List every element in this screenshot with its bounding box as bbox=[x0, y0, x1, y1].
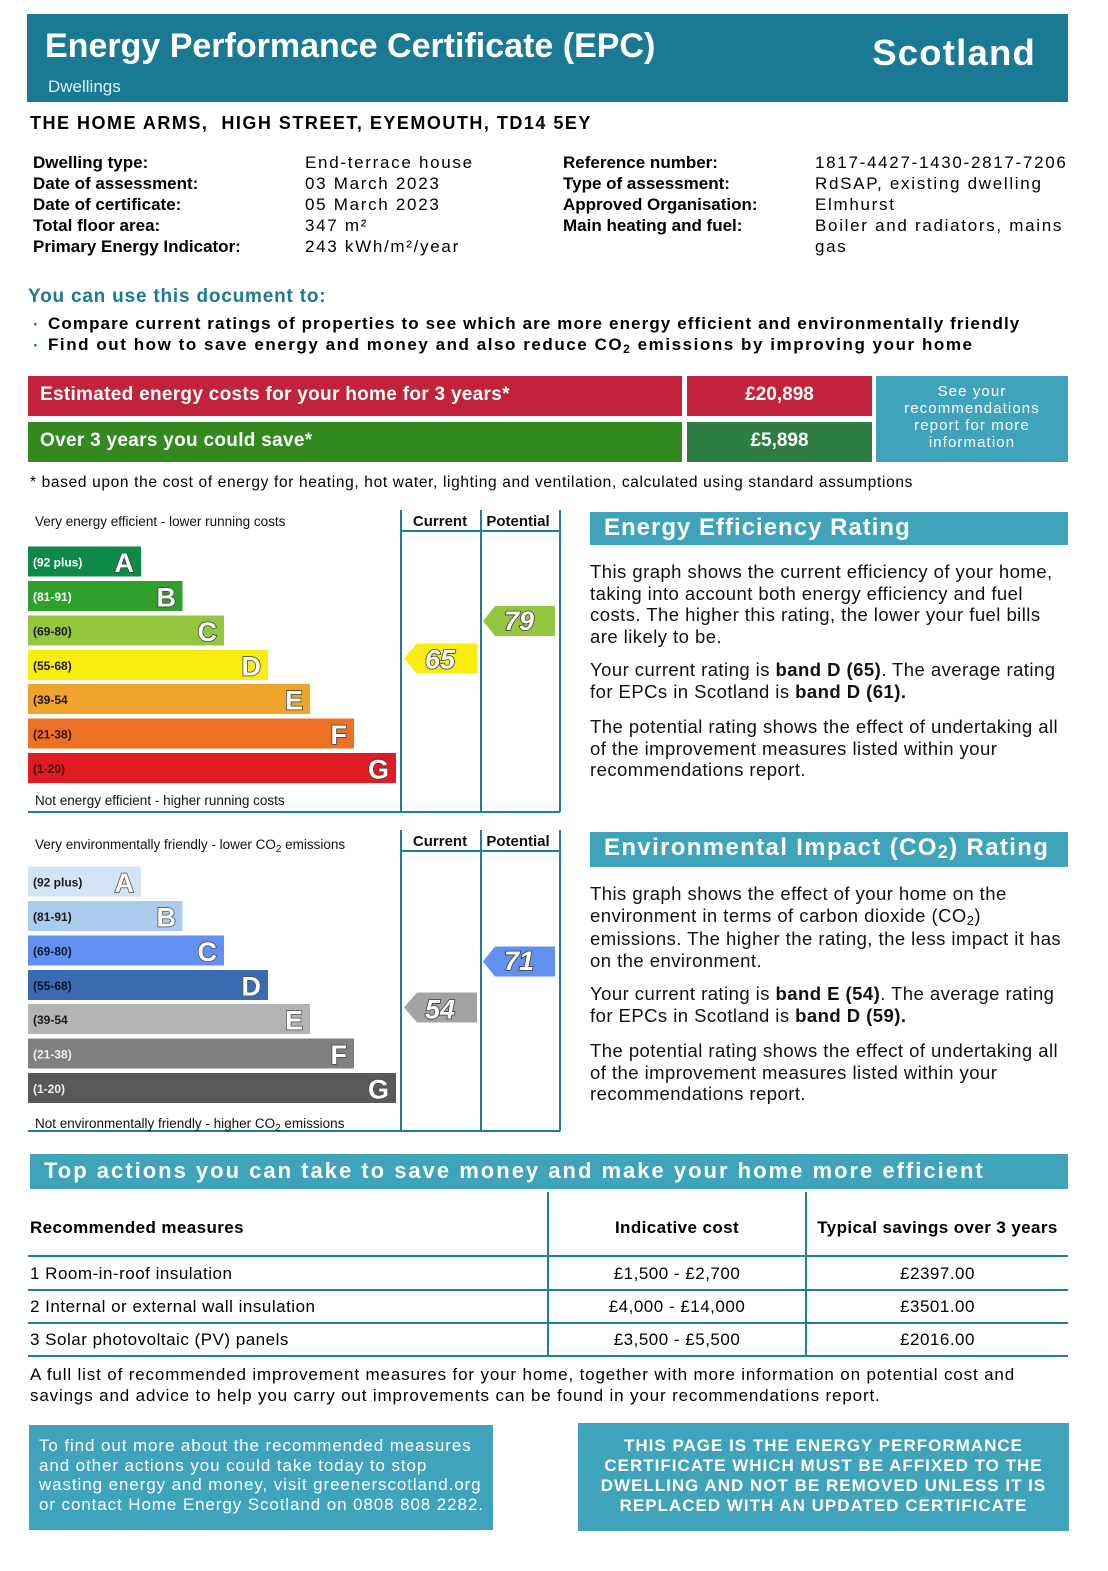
svg-text:G: G bbox=[368, 755, 389, 785]
svg-text:Potential: Potential bbox=[486, 513, 549, 530]
svg-text:(1-20): (1-20) bbox=[33, 762, 65, 776]
svg-text:Very energy efficient - lower: Very energy efficient - lower running co… bbox=[35, 514, 286, 529]
svg-text:C: C bbox=[198, 937, 218, 967]
svg-text:G: G bbox=[368, 1075, 389, 1105]
svg-text:E: E bbox=[285, 686, 303, 716]
svg-text:Current: Current bbox=[413, 513, 467, 530]
svg-text:(55-68): (55-68) bbox=[33, 979, 72, 993]
svg-text:(39-54: (39-54 bbox=[33, 1013, 68, 1027]
svg-text:71: 71 bbox=[504, 946, 534, 976]
svg-text:B: B bbox=[157, 903, 177, 933]
svg-text:Not energy efficient - higher: Not energy efficient - higher running co… bbox=[35, 793, 285, 808]
svg-text:F: F bbox=[331, 1040, 348, 1070]
svg-text:C: C bbox=[198, 617, 218, 647]
svg-text:D: D bbox=[242, 652, 262, 682]
svg-text:(55-68): (55-68) bbox=[33, 659, 72, 673]
svg-text:65: 65 bbox=[425, 645, 456, 675]
svg-text:F: F bbox=[331, 720, 348, 750]
svg-text:(21-38): (21-38) bbox=[33, 728, 72, 742]
svg-text:A: A bbox=[115, 548, 135, 578]
svg-text:E: E bbox=[285, 1006, 303, 1036]
svg-text:(1-20): (1-20) bbox=[33, 1082, 65, 1096]
svg-text:(69-80): (69-80) bbox=[33, 625, 72, 639]
svg-text:A: A bbox=[115, 868, 135, 898]
svg-text:Very environmentally friendly: Very environmentally friendly - lower CO… bbox=[35, 837, 345, 855]
svg-text:(92 plus): (92 plus) bbox=[33, 556, 82, 570]
svg-text:54: 54 bbox=[425, 995, 455, 1025]
svg-text:Not environmentally friendly -: Not environmentally friendly - higher CO… bbox=[35, 1116, 345, 1134]
svg-text:B: B bbox=[157, 583, 177, 613]
svg-text:(39-54: (39-54 bbox=[33, 693, 68, 707]
svg-text:(81-91): (81-91) bbox=[33, 910, 72, 924]
svg-text:D: D bbox=[242, 972, 262, 1002]
svg-text:(81-91): (81-91) bbox=[33, 590, 72, 604]
svg-text:79: 79 bbox=[504, 606, 534, 636]
svg-text:Current: Current bbox=[413, 833, 467, 850]
svg-text:Potential: Potential bbox=[486, 833, 549, 850]
svg-text:(21-38): (21-38) bbox=[33, 1048, 72, 1062]
svg-text:(69-80): (69-80) bbox=[33, 945, 72, 959]
svg-text:(92 plus): (92 plus) bbox=[33, 876, 82, 890]
